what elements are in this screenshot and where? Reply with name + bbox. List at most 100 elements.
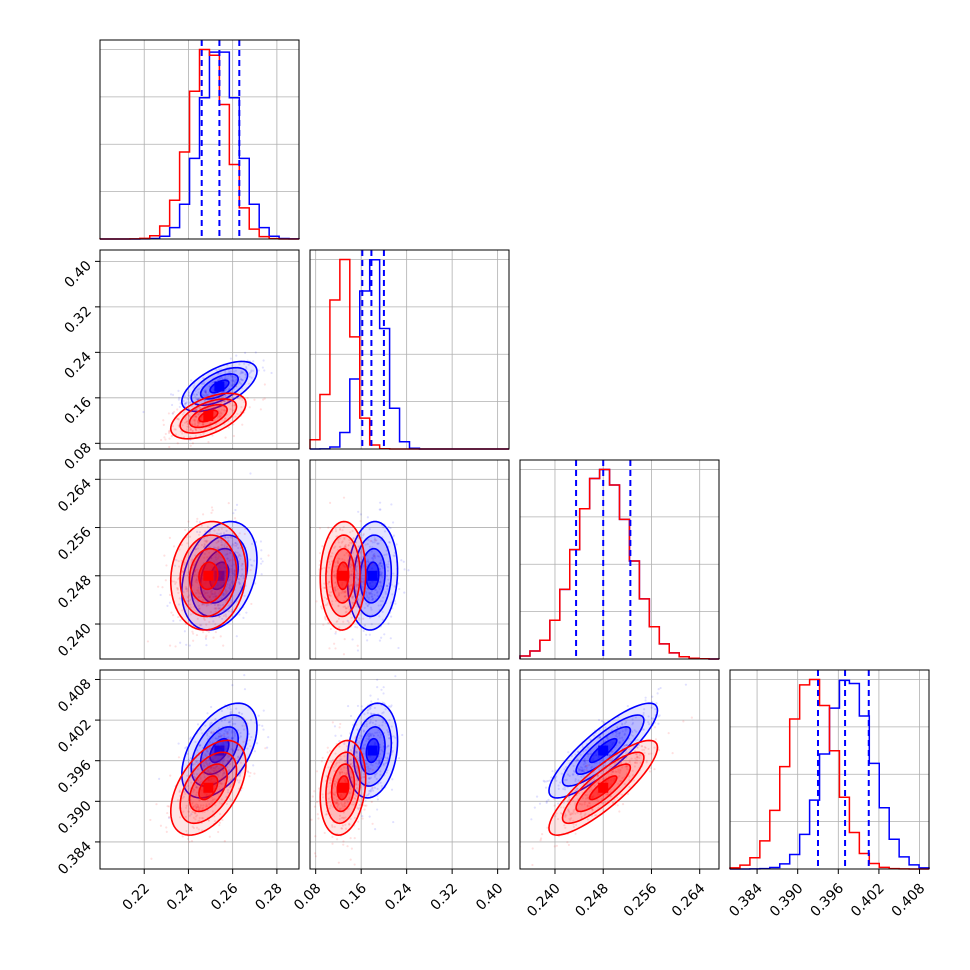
scatter-point [657, 748, 661, 752]
scatter-point [223, 772, 226, 775]
scatter-point [208, 752, 211, 755]
scatter-point [193, 605, 196, 608]
histogram-1 [519, 468, 720, 660]
panel-frame [309, 669, 510, 870]
scatter-point [203, 389, 206, 392]
scatter-point [171, 580, 174, 583]
scatter-point [233, 517, 237, 520]
scatter-point [180, 543, 183, 546]
scatter-point [343, 595, 347, 598]
scatter-point [232, 378, 235, 381]
scatter-point [194, 548, 197, 551]
scatter-point [357, 510, 360, 513]
scatter-point [582, 770, 586, 773]
scatter-point [377, 555, 381, 558]
scatter-point [604, 793, 607, 796]
scatter-layer [310, 675, 404, 866]
scatter-point [351, 745, 355, 748]
scatter-point [185, 401, 188, 404]
scatter-point [378, 752, 381, 756]
scatter-point [219, 735, 223, 738]
scatter-point [219, 414, 222, 418]
scatter-point [367, 781, 371, 784]
scatter-point [249, 472, 252, 475]
scatter-point [217, 539, 220, 543]
scatter-point [197, 779, 200, 782]
scatter-point [373, 541, 376, 544]
scatter-point [183, 411, 186, 414]
scatter-point [631, 731, 634, 734]
scatter-point [234, 369, 237, 372]
scatter-point [208, 620, 211, 624]
scatter-point [238, 711, 241, 714]
scatter-point [210, 730, 213, 733]
scatter-point [203, 776, 206, 779]
scatter-point [346, 704, 350, 708]
scatter-point [350, 847, 353, 850]
scatter-point [634, 716, 637, 719]
scatter-point [554, 775, 558, 778]
scatter-point [356, 598, 359, 602]
scatter-point [690, 716, 693, 719]
scatter-point [177, 742, 180, 745]
scatter-point [347, 770, 350, 773]
scatter-point [208, 595, 211, 599]
scatter-point [187, 758, 190, 762]
scatter-point [173, 428, 176, 431]
scatter-point [239, 731, 242, 735]
scatter-point [224, 590, 227, 593]
scatter-point [340, 758, 343, 761]
scatter-point [233, 574, 236, 577]
scatter-point [217, 547, 220, 551]
scatter-point [342, 591, 345, 594]
scatter-point [214, 607, 217, 610]
scatter-point [221, 760, 224, 763]
scatter-point [336, 804, 340, 807]
scatter-point [201, 603, 204, 607]
scatter-point [166, 811, 169, 815]
scatter-point [199, 776, 202, 779]
scatter-point [248, 775, 251, 778]
scatter-point [163, 554, 166, 557]
scatter-point [553, 804, 556, 807]
scatter-point [392, 735, 395, 738]
scatter-point [350, 750, 353, 753]
scatter-point [234, 544, 238, 547]
scatter-point [325, 813, 328, 816]
scatter-point [365, 592, 368, 595]
scatter-point [210, 773, 214, 776]
scatter-point [371, 562, 374, 565]
scatter-point [209, 555, 212, 558]
scatter-point [177, 389, 180, 392]
scatter-point [238, 582, 241, 585]
scatter-point [209, 401, 212, 405]
scatter-point [368, 789, 371, 793]
scatter-point [582, 759, 586, 762]
scatter-point [220, 408, 223, 411]
scatter-point [165, 564, 168, 567]
scatter-point [169, 393, 173, 396]
scatter-point [372, 554, 375, 557]
scatter-point [349, 714, 353, 718]
scatter-point [333, 825, 336, 828]
scatter-point [195, 826, 199, 829]
scatter-point [343, 559, 346, 562]
scatter-point [204, 636, 207, 639]
scatter-point [334, 647, 337, 650]
scatter-point [347, 585, 350, 588]
scatter-point [191, 810, 194, 814]
scatter-point [369, 734, 373, 738]
scatter-point [208, 803, 211, 806]
scatter-point [198, 607, 201, 610]
scatter-point [576, 787, 580, 791]
scatter-point [326, 602, 330, 605]
scatter-point [328, 501, 332, 504]
scatter-point [315, 770, 319, 773]
scatter-point [205, 760, 208, 763]
scatter-point [351, 551, 354, 554]
scatter-point [217, 528, 220, 531]
scatter-point [238, 553, 241, 556]
scatter-point [333, 801, 337, 804]
scatter-point [591, 808, 594, 811]
scatter-point [358, 737, 361, 740]
